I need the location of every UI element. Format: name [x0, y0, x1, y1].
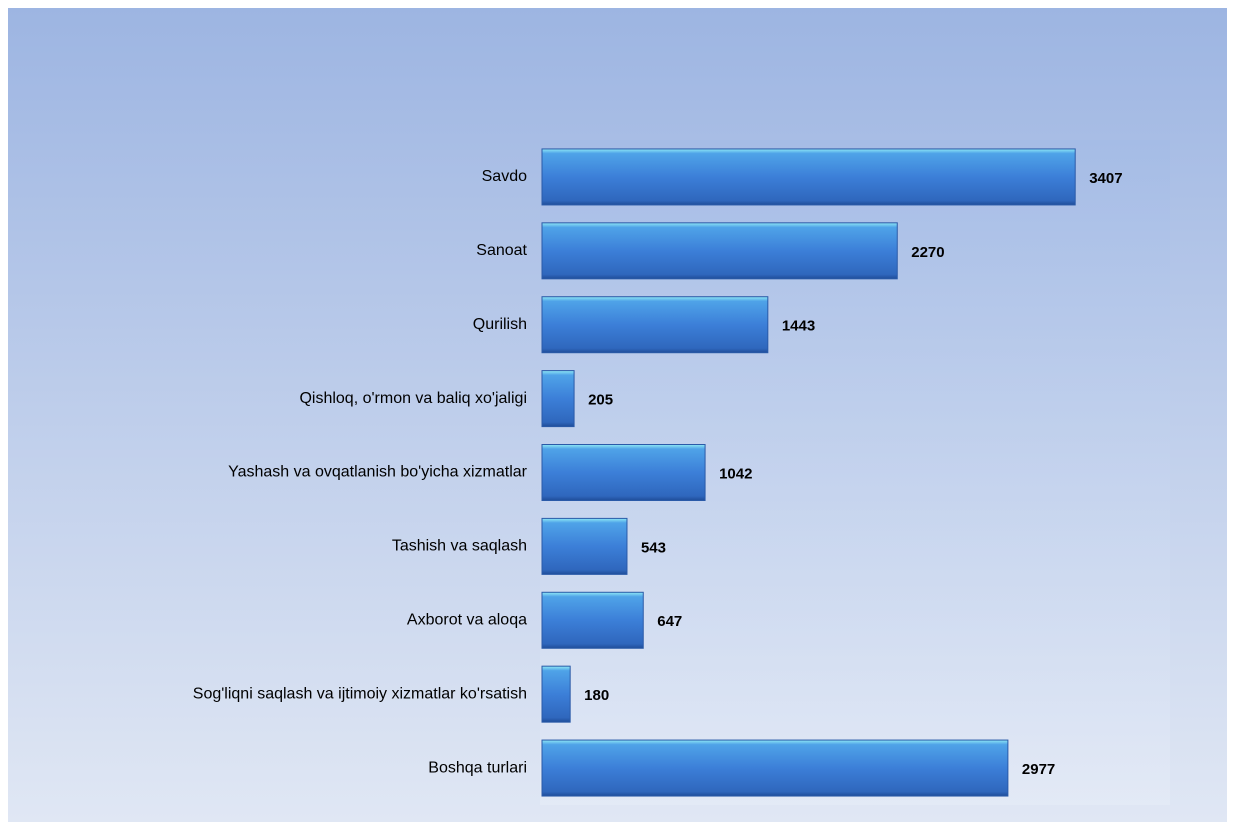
data-label: 205	[588, 392, 613, 409]
y-tick-label: Savdo	[482, 168, 527, 185]
bar	[541, 222, 898, 280]
y-tick-label: Qishloq, o'rmon va baliq xo'jaligi	[299, 390, 527, 407]
bar	[541, 739, 1009, 797]
bar	[541, 444, 706, 501]
data-label: 2270	[911, 244, 944, 261]
bar	[541, 296, 769, 354]
y-tick-label: Axborot va aloqa	[407, 611, 527, 628]
data-label: 3407	[1089, 170, 1122, 187]
y-tick-label: Sog'liqni saqlash va ijtimoiy xizmatlar …	[193, 685, 527, 702]
bar	[541, 517, 628, 575]
bar	[541, 370, 575, 428]
data-label: 1042	[719, 465, 752, 482]
data-label: 543	[641, 539, 666, 556]
data-label: 1443	[782, 318, 815, 335]
y-tick-label: Qurilish	[473, 316, 527, 333]
y-tick-label: Yashash va ovqatlanish bo'yicha xizmatla…	[228, 464, 528, 481]
y-tick-label: Boshqa turlari	[428, 759, 527, 776]
data-label: 2977	[1022, 761, 1055, 778]
y-tick-label: Sanoat	[476, 242, 527, 259]
y-tick-label: Tashish va saqlash	[392, 538, 527, 555]
bar	[541, 665, 571, 723]
bar	[541, 591, 644, 649]
bar	[541, 148, 1076, 206]
data-label: 180	[584, 687, 609, 704]
data-label: 647	[657, 613, 682, 630]
